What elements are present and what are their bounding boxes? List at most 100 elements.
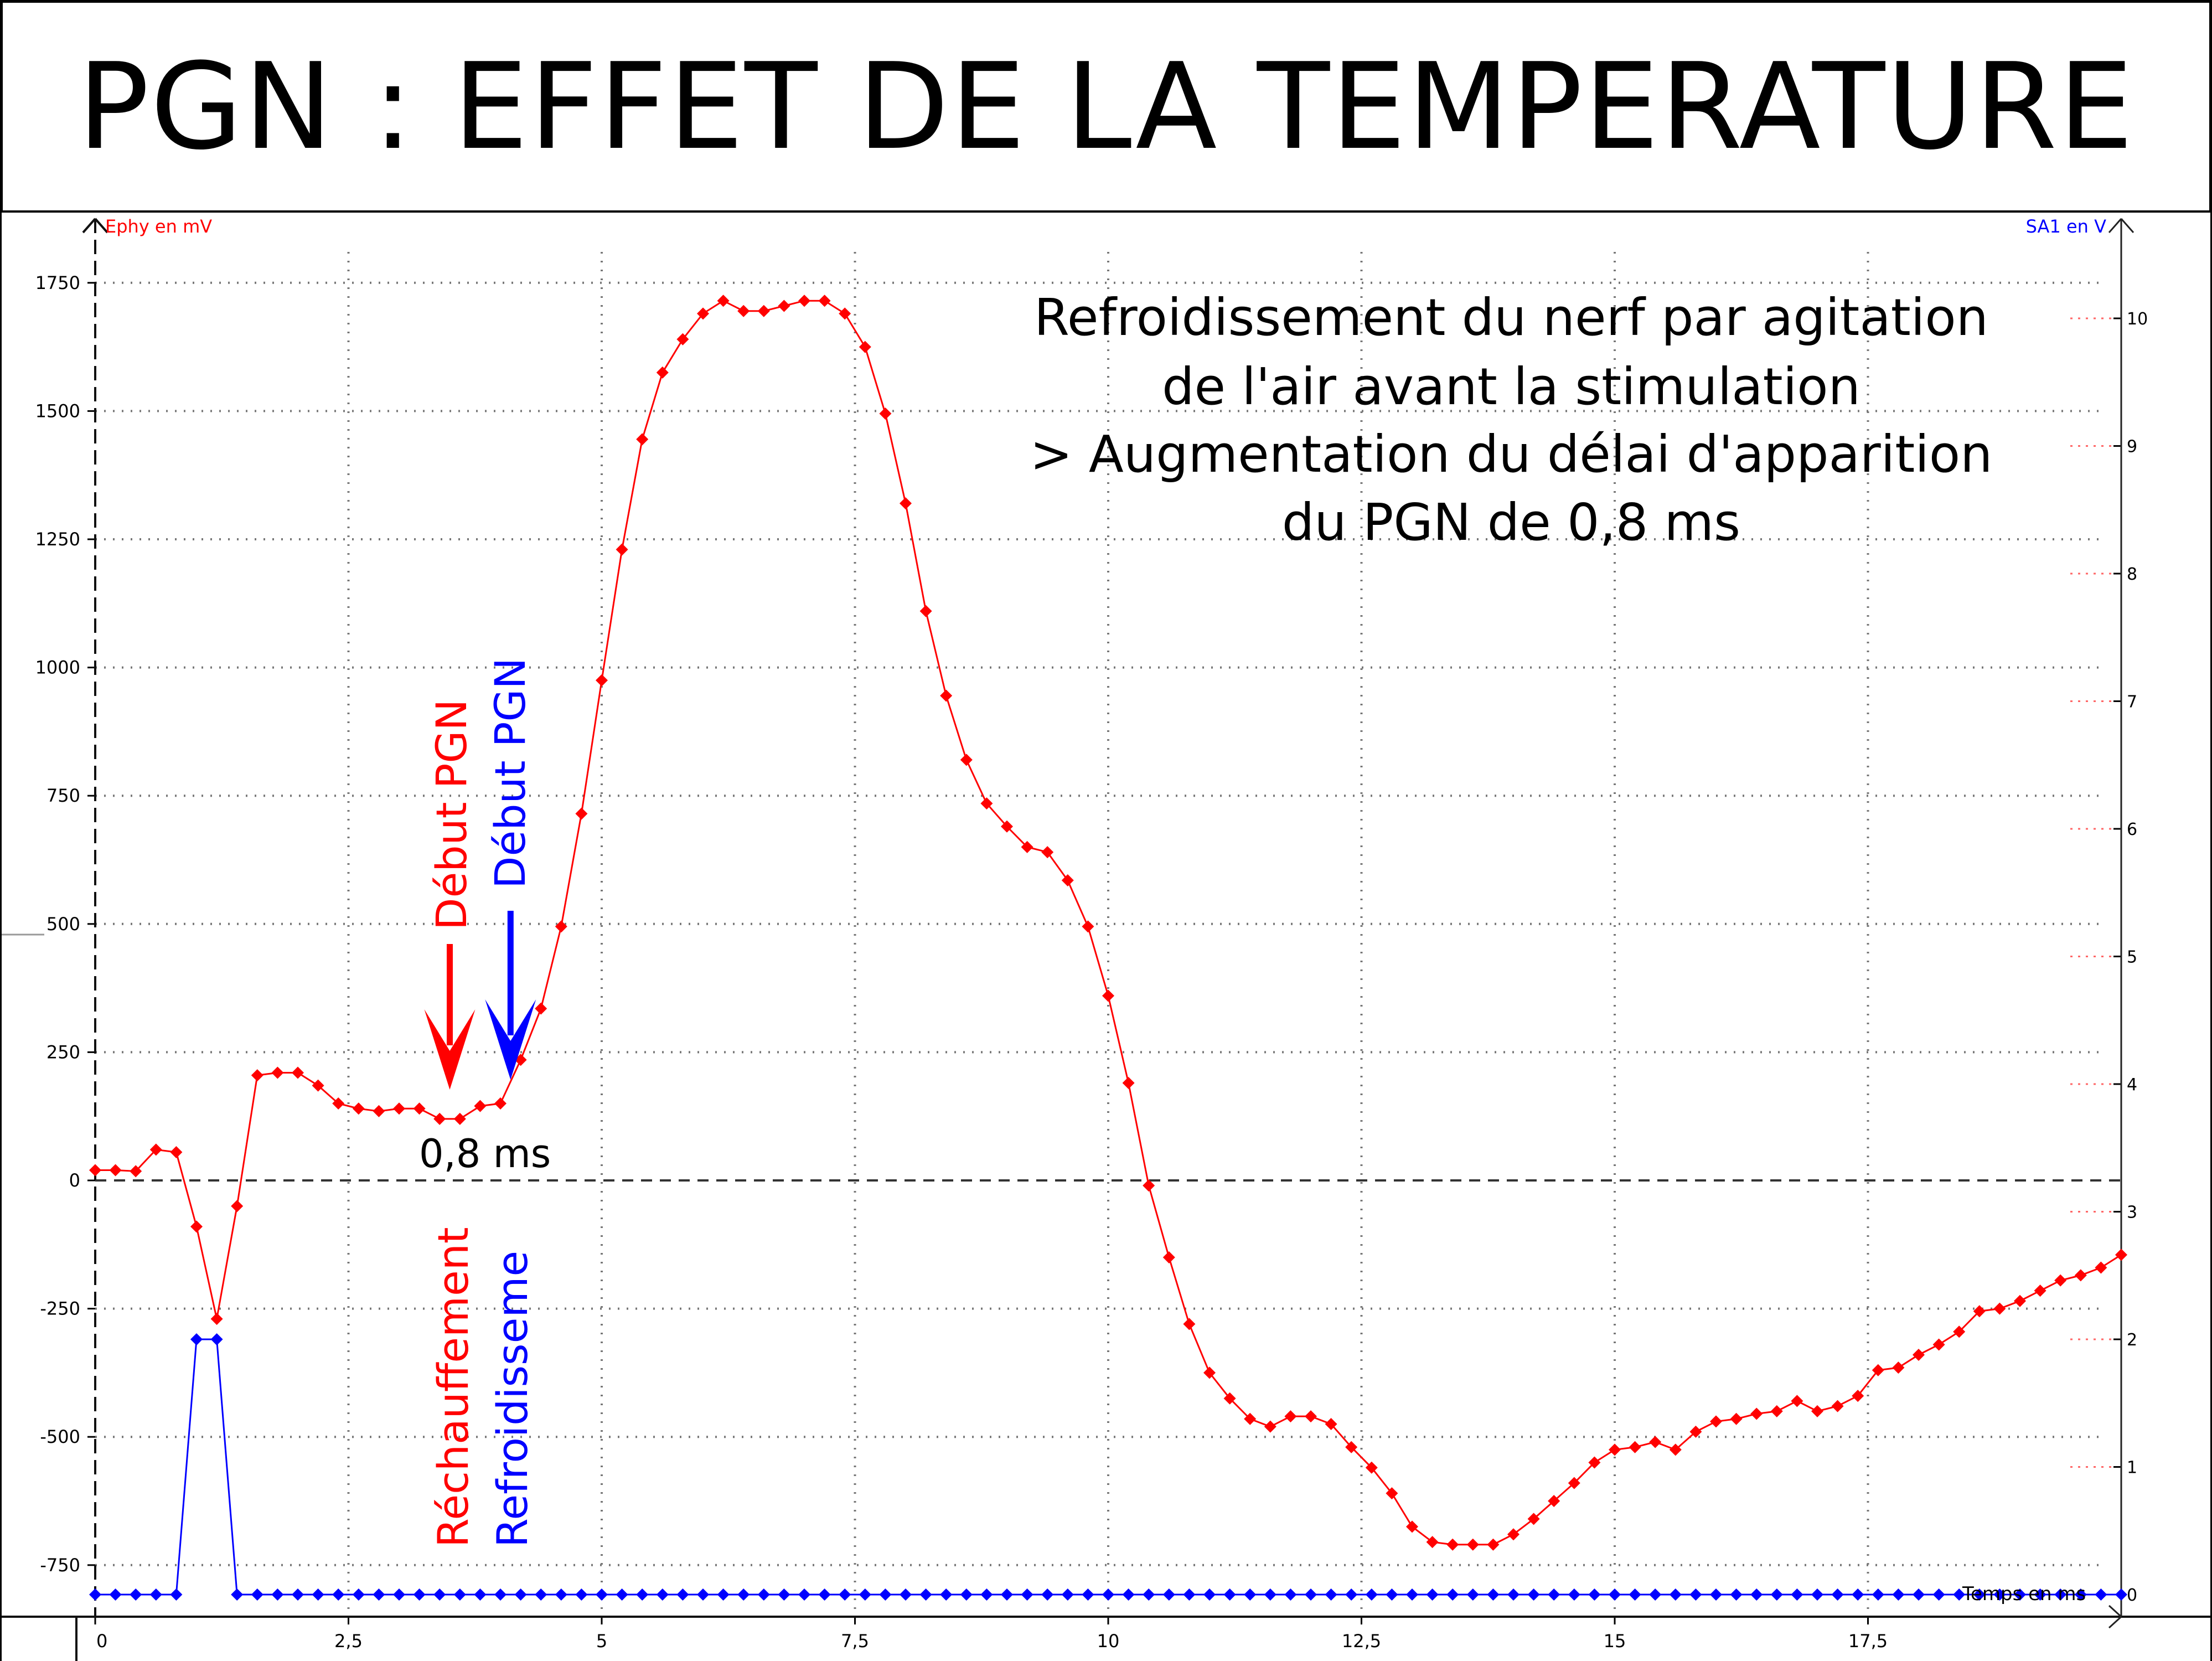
data-point [332, 1097, 345, 1110]
data-point [1082, 920, 1094, 933]
right-axis-arrow-2 [2120, 218, 2135, 233]
data-point [535, 1002, 547, 1015]
data-point [1223, 1588, 1236, 1601]
data-point [312, 1588, 324, 1601]
data-point [798, 1588, 810, 1601]
data-point [1426, 1536, 1439, 1549]
data-point [1122, 1076, 1135, 1089]
left-axis-arrow-2 [94, 218, 108, 234]
data-point [1365, 1588, 1378, 1601]
data-point [1527, 1513, 1540, 1525]
data-point [1629, 1441, 1641, 1453]
left-tick-label: 750 [46, 785, 80, 806]
right-axis-arrow-1 [2108, 218, 2122, 233]
left-tick-label: 500 [46, 914, 80, 935]
data-point [616, 1588, 628, 1601]
title-box: PGN : EFFET DE LA TEMPERATURE [0, 0, 2212, 213]
blue-debut-label: Début PGN [485, 658, 535, 889]
data-point [900, 1588, 912, 1601]
data-point [1669, 1443, 1682, 1456]
right-tick-label: 7 [2127, 693, 2137, 712]
x-tick-label: 10 [1097, 1631, 1120, 1652]
right-tick-label: 4 [2127, 1075, 2137, 1095]
data-point [494, 1588, 507, 1601]
data-point [413, 1588, 426, 1601]
data-point [1689, 1425, 1702, 1438]
data-point [757, 1588, 770, 1601]
data-point [1913, 1348, 1925, 1361]
data-point [1021, 840, 1033, 853]
data-point [1770, 1405, 1783, 1417]
x-tick-label: 17,5 [1848, 1631, 1888, 1652]
data-point [737, 1588, 750, 1601]
data-point [596, 1588, 608, 1601]
right-axis-label: SA1 en V [2026, 216, 2106, 237]
data-point [433, 1112, 446, 1125]
data-point [271, 1066, 284, 1079]
data-point [1730, 1412, 1743, 1425]
x-tick-label: 0 [96, 1631, 107, 1652]
data-point [1183, 1318, 1196, 1330]
data-point [960, 754, 973, 766]
x-tick-label: 5 [596, 1631, 607, 1652]
data-point [231, 1588, 244, 1601]
data-point [1386, 1487, 1398, 1500]
x-tick-label: 15 [1604, 1631, 1626, 1652]
data-point [1507, 1588, 1520, 1601]
data-point [1730, 1588, 1743, 1601]
data-point [474, 1100, 487, 1112]
data-point [2034, 1285, 2046, 1297]
description-annotation: Refroidissement du nerf par agitation de… [1030, 288, 1993, 552]
data-point [453, 1588, 466, 1601]
data-point [1609, 1443, 1621, 1456]
series [89, 295, 2127, 1601]
data-point [1386, 1588, 1398, 1601]
data-point [1811, 1588, 1823, 1601]
data-point [373, 1588, 385, 1601]
data-point [1041, 1588, 1054, 1601]
data-point [231, 1200, 244, 1213]
data-point [1244, 1412, 1257, 1425]
data-point [596, 674, 608, 687]
data-point [2034, 1588, 2046, 1601]
data-point [352, 1102, 365, 1115]
data-point [1609, 1588, 1621, 1601]
description-line-2: de l'air avant la stimulation [1162, 357, 1860, 416]
data-point [1041, 846, 1054, 859]
data-point [1345, 1441, 1358, 1453]
data-point [940, 689, 953, 702]
data-point [940, 1588, 953, 1601]
data-point [818, 1588, 831, 1601]
data-point [1710, 1588, 1722, 1601]
legend-red-label: Réchauffement [428, 1227, 478, 1547]
data-point [292, 1066, 304, 1079]
data-point [373, 1105, 385, 1117]
data-point [1892, 1588, 1905, 1601]
x-tick-label: 12,5 [1342, 1631, 1381, 1652]
data-point [1244, 1588, 1257, 1601]
data-point [1061, 1588, 1074, 1601]
data-point [1122, 1588, 1135, 1601]
data-point [1264, 1588, 1276, 1601]
data-point [1305, 1410, 1317, 1423]
data-point [879, 407, 892, 420]
data-point [2054, 1274, 2067, 1287]
data-point [1953, 1325, 1966, 1338]
data-point [2074, 1588, 2087, 1601]
data-point [271, 1588, 284, 1601]
delay-label: 0,8 ms [419, 1131, 551, 1177]
data-point [1325, 1588, 1337, 1601]
left-tick-label: 0 [69, 1170, 80, 1191]
right-tick-label: 8 [2127, 565, 2137, 584]
data-point [1284, 1410, 1297, 1423]
blue-arrow-head [485, 999, 536, 1080]
left-tick-label: 1750 [35, 272, 80, 293]
x-axis-arrow-1 [2108, 1605, 2122, 1618]
data-point [89, 1164, 101, 1177]
data-point [1669, 1588, 1682, 1601]
data-point [1223, 1392, 1236, 1405]
left-tick-labels: 1750 1500 1250 1000 750 500 250 0 -250 -500 -750 [35, 272, 80, 1576]
data-point [1831, 1400, 1844, 1412]
data-point [2014, 1294, 2026, 1307]
right-tick-label: 9 [2127, 437, 2137, 457]
